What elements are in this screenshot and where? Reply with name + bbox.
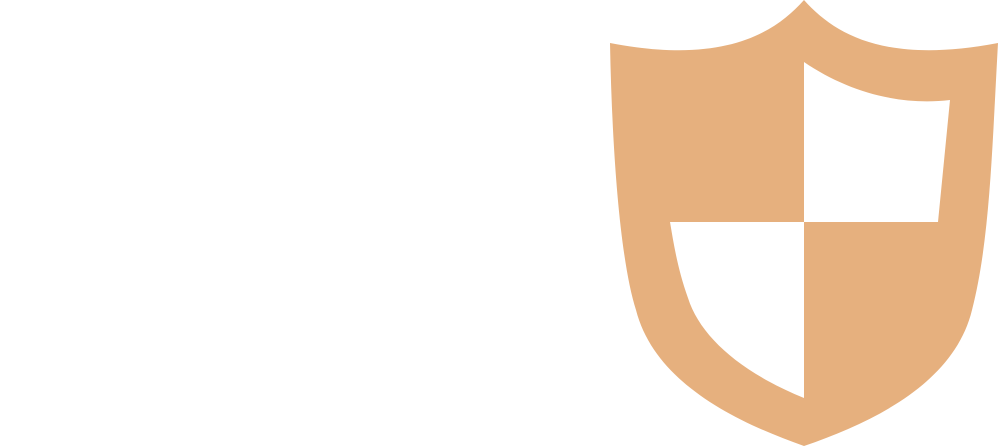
shield-icon (600, 0, 1000, 446)
shield-quadrant-bottom-left (670, 222, 804, 398)
shield-quadrant-top-right (804, 62, 950, 222)
